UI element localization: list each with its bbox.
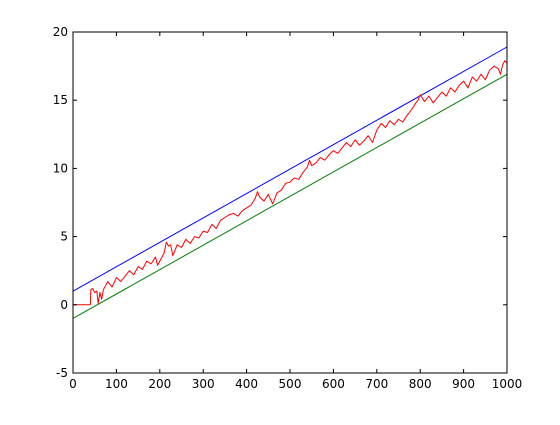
y-tick-label: 20 [53, 25, 68, 39]
series-line-1 [72, 73, 508, 319]
y-tick-label: 5 [60, 230, 68, 244]
series-line-0 [72, 46, 508, 292]
y-tick-label: 15 [53, 93, 68, 107]
x-tick-label: 200 [148, 377, 171, 391]
y-tick-label: -5 [56, 366, 68, 380]
x-tick-label: 600 [322, 377, 345, 391]
y-tick-label: 0 [60, 298, 68, 312]
y-tick-label: 10 [53, 161, 68, 175]
x-tick-label: 700 [365, 377, 388, 391]
x-tick-label: 100 [105, 377, 128, 391]
x-tick-label: 0 [69, 377, 77, 391]
plot-area [73, 32, 507, 373]
x-tick-label: 500 [279, 377, 302, 391]
y-axis: -5 0 5 10 15 20 [53, 25, 507, 380]
series-layer [72, 46, 508, 319]
x-axis: 0 100 200 300 400 500 600 700 800 900 1000 [69, 32, 522, 391]
x-tick-label: 300 [192, 377, 215, 391]
x-tick-label: 800 [409, 377, 432, 391]
x-tick-label: 900 [452, 377, 475, 391]
x-tick-label: 400 [235, 377, 258, 391]
x-tick-label: 1000 [492, 377, 523, 391]
series-line-2 [73, 60, 508, 306]
